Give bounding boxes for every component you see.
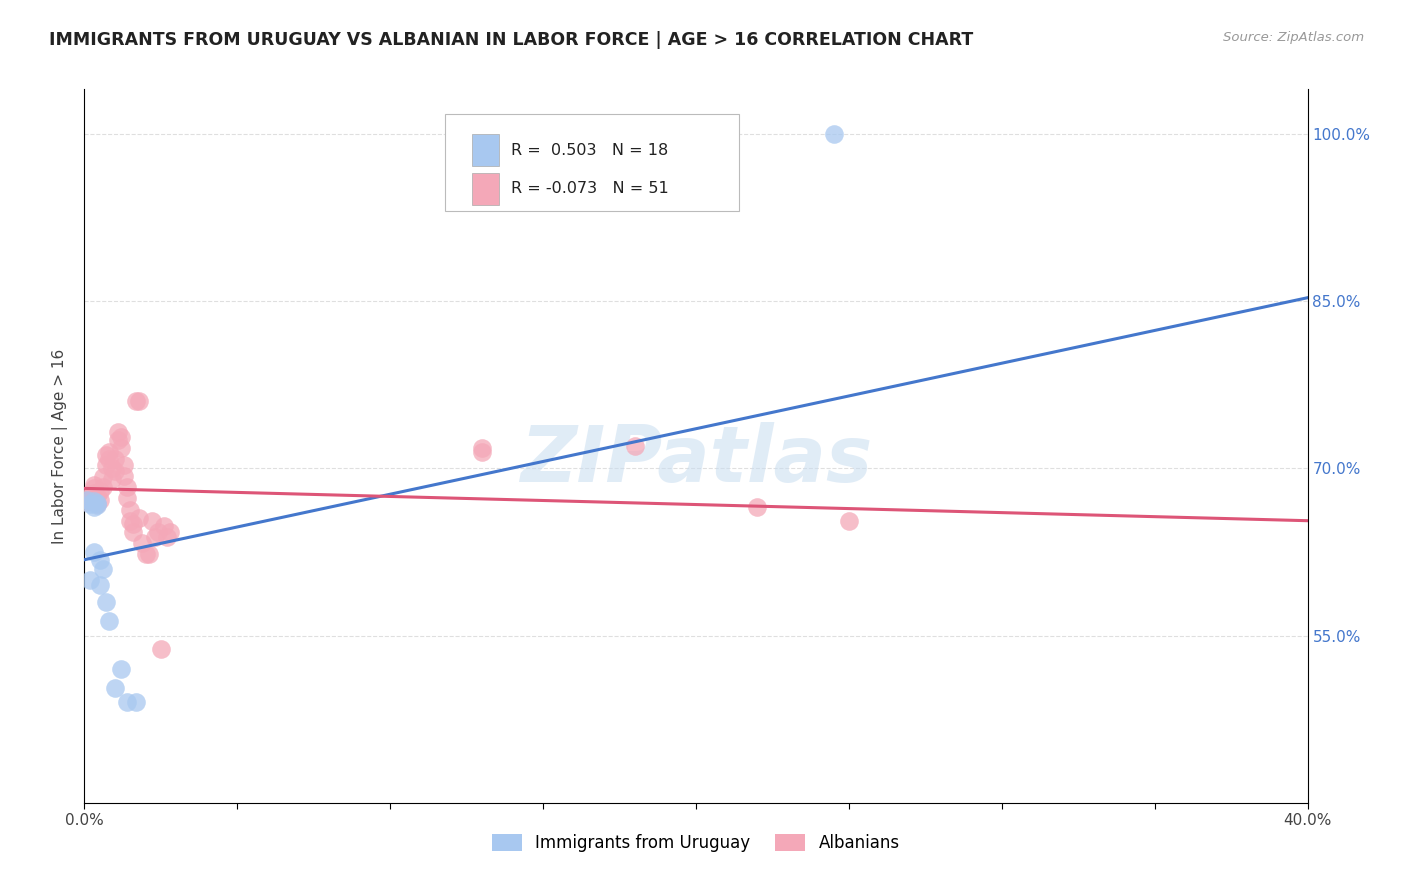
Text: R = -0.073   N = 51: R = -0.073 N = 51 (512, 181, 669, 196)
Point (125, 696, 148, 710)
Point (89, 483, 111, 498)
Point (94, 595, 117, 609)
Point (97, 452, 120, 467)
Point (128, 394, 150, 409)
Y-axis label: In Labor Force | Age > 16: In Labor Force | Age > 16 (52, 349, 69, 543)
Point (112, 458, 135, 472)
Point (141, 514, 163, 528)
Point (83, 493, 105, 508)
Text: Source: ZipAtlas.com: Source: ZipAtlas.com (1223, 31, 1364, 45)
Legend: Immigrants from Uruguay, Albanians: Immigrants from Uruguay, Albanians (485, 827, 907, 859)
Text: R =  0.503   N = 18: R = 0.503 N = 18 (512, 143, 668, 158)
Point (146, 524, 169, 539)
Point (120, 514, 142, 528)
Point (76, 494, 98, 508)
Point (86, 497, 108, 511)
Point (83, 545, 105, 559)
Point (97, 614, 120, 628)
Point (101, 473, 124, 487)
Point (104, 464, 127, 478)
Point (79, 497, 101, 511)
Point (110, 430, 132, 444)
Point (86, 498, 108, 512)
Text: IMMIGRANTS FROM URUGUAY VS ALBANIAN IN LABOR FORCE | AGE > 16 CORRELATION CHART: IMMIGRANTS FROM URUGUAY VS ALBANIAN IN L… (49, 31, 973, 49)
Point (149, 642, 172, 657)
Point (159, 524, 181, 539)
Text: ZIPatlas: ZIPatlas (520, 422, 872, 499)
Point (91, 470, 114, 484)
Point (83, 485, 105, 500)
Point (122, 524, 145, 539)
Point (89, 578, 111, 592)
Point (112, 469, 135, 483)
FancyBboxPatch shape (446, 114, 738, 211)
Point (79, 493, 101, 508)
FancyBboxPatch shape (472, 134, 499, 166)
Point (107, 425, 129, 439)
Point (838, 514, 860, 528)
Point (86, 496, 108, 510)
Point (101, 461, 124, 475)
Point (104, 452, 127, 467)
Point (156, 530, 179, 544)
Point (91, 480, 114, 494)
Point (110, 441, 132, 455)
Point (143, 530, 166, 544)
FancyBboxPatch shape (472, 172, 499, 204)
Point (471, 441, 494, 455)
Point (153, 519, 176, 533)
Point (624, 439, 647, 453)
Point (89, 552, 111, 567)
Point (83, 500, 105, 515)
Point (94, 458, 117, 472)
Point (131, 536, 153, 550)
Point (138, 547, 160, 561)
Point (76, 492, 98, 507)
Point (89, 492, 111, 507)
Point (823, 127, 845, 141)
Point (97, 444, 120, 458)
Point (79, 490, 101, 504)
Point (79, 573, 101, 587)
Point (94, 448, 117, 462)
Point (128, 511, 150, 525)
Point (135, 547, 157, 561)
Point (86, 489, 108, 503)
Point (83, 478, 105, 492)
Point (76, 491, 98, 506)
Point (115, 696, 138, 710)
Point (107, 434, 129, 448)
Point (110, 662, 132, 676)
Point (122, 516, 145, 531)
Point (83, 481, 105, 495)
Point (747, 500, 769, 515)
Point (471, 444, 494, 458)
Point (104, 681, 127, 695)
Point (125, 394, 148, 409)
Point (91, 562, 114, 576)
Point (115, 480, 138, 494)
Point (120, 502, 142, 516)
Point (115, 491, 138, 506)
